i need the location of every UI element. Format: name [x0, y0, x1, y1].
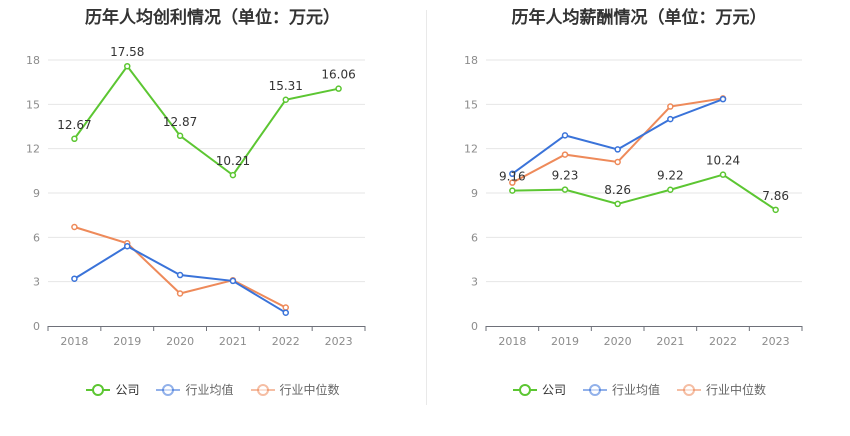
- y-tick-label: 9: [33, 187, 40, 200]
- x-tick-label: 2022: [272, 335, 300, 348]
- data-point[interactable]: [667, 115, 674, 123]
- legend-item[interactable]: 行业均值: [155, 381, 234, 398]
- data-point[interactable]: [124, 242, 131, 250]
- data-label: 9.23: [552, 169, 579, 183]
- legend-item[interactable]: 公司: [85, 381, 139, 398]
- legend-label: 公司: [115, 383, 140, 397]
- data-label: 12.67: [57, 118, 91, 132]
- x-tick-label: 2019: [551, 335, 579, 348]
- data-point[interactable]: [719, 95, 727, 103]
- data-point[interactable]: [719, 171, 727, 178]
- data-label: 7.86: [762, 189, 789, 203]
- data-point[interactable]: [561, 186, 569, 193]
- data-point[interactable]: [176, 132, 184, 140]
- legend-swatch-icon: [156, 383, 181, 396]
- legend-item[interactable]: 行业均值: [582, 381, 660, 398]
- legend-swatch-icon: [582, 383, 607, 396]
- data-point[interactable]: [335, 85, 342, 92]
- x-tick-label: 2023: [325, 335, 353, 348]
- data-point[interactable]: [509, 179, 516, 186]
- data-label: 9.22: [657, 169, 684, 183]
- panel-divider: [426, 10, 427, 405]
- x-tick-label: 2023: [762, 335, 790, 348]
- data-point[interactable]: [71, 135, 78, 143]
- data-point[interactable]: [282, 96, 289, 104]
- y-tick-label: 0: [33, 320, 40, 333]
- series-line: [512, 173, 777, 211]
- legend-swatch-icon: [677, 383, 701, 396]
- legend-swatch-icon: [512, 383, 537, 396]
- y-tick-label: 15: [26, 98, 40, 111]
- data-point[interactable]: [667, 186, 674, 193]
- y-tick-label: 12: [26, 143, 40, 156]
- y-tick-label: 0: [471, 320, 478, 333]
- legend-item[interactable]: 行业中位数: [250, 381, 340, 398]
- data-point[interactable]: [772, 206, 779, 214]
- data-point[interactable]: [124, 62, 131, 70]
- chart-legend-salary: 公司 行业均值 行业中位数: [428, 381, 850, 398]
- x-tick-label: 2022: [709, 335, 737, 348]
- data-point[interactable]: [282, 304, 289, 311]
- x-tick-label: 2019: [113, 335, 141, 348]
- chart-title-profit: 历年人均创利情况（单位：万元）: [85, 8, 340, 28]
- x-tick-label: 2021: [656, 335, 684, 348]
- data-label: 9.16: [499, 170, 526, 184]
- data-label: 15.31: [269, 79, 303, 93]
- legend-label: 行业均值: [611, 383, 660, 397]
- data-point[interactable]: [282, 309, 289, 316]
- series-line: [73, 245, 287, 314]
- data-label: 16.06: [321, 68, 355, 82]
- chart-panel-profit: 历年人均创利情况（单位：万元） 0 3 6 9 12 15 18 2018 2019 2020 20…: [0, 8, 425, 398]
- y-tick-label: 6: [33, 231, 40, 244]
- data-point[interactable]: [176, 271, 184, 279]
- series-line: [73, 64, 339, 177]
- y-tick-label: 6: [471, 231, 478, 244]
- chart-title-salary: 历年人均薪酬情况（单位：万元）: [511, 8, 767, 28]
- data-label: 10.24: [706, 154, 740, 168]
- data-label: 12.87: [163, 115, 197, 129]
- data-point[interactable]: [561, 151, 569, 158]
- data-point[interactable]: [71, 223, 78, 231]
- data-label: 8.26: [604, 183, 631, 197]
- y-tick-label: 3: [33, 276, 40, 289]
- y-tick-label: 3: [471, 276, 478, 289]
- x-tick-label: 2020: [166, 335, 194, 348]
- data-point[interactable]: [509, 170, 516, 178]
- legend-item[interactable]: 公司: [512, 381, 566, 398]
- legend-label: 行业均值: [185, 383, 234, 397]
- data-point[interactable]: [509, 187, 516, 194]
- data-point[interactable]: [176, 290, 184, 297]
- legend-label: 行业中位数: [279, 383, 340, 397]
- x-tick-label: 2021: [219, 335, 247, 348]
- y-tick-label: 18: [464, 54, 478, 67]
- legend-label: 行业中位数: [706, 383, 767, 397]
- y-tick-label: 12: [464, 143, 478, 156]
- data-label: 17.58: [110, 45, 144, 59]
- legend-item[interactable]: 行业中位数: [676, 381, 766, 398]
- data-point[interactable]: [614, 200, 621, 208]
- data-point[interactable]: [614, 146, 621, 153]
- chart-panel-salary: 历年人均薪酬情况（单位：万元） 0 3 6 9 12 15 18 2018 2019 2020 20…: [428, 0, 850, 436]
- data-point[interactable]: [614, 158, 621, 166]
- chart-plot-salary: 0 3 6 9 12 15 18 2018 2019 2020 2021 2022 2023 9.16 9.…: [464, 54, 803, 348]
- y-tick-label: 18: [26, 54, 40, 67]
- x-tick-label: 2020: [604, 335, 632, 348]
- data-point[interactable]: [71, 275, 78, 282]
- legend-swatch-icon: [86, 383, 111, 396]
- y-tick-label: 15: [464, 98, 478, 111]
- chart-legend-profit: 公司 行业均值 行业中位数: [0, 381, 425, 398]
- legend-label: 公司: [541, 383, 566, 397]
- data-point[interactable]: [667, 103, 674, 110]
- x-tick-label: 2018: [498, 335, 526, 348]
- data-point[interactable]: [229, 277, 237, 285]
- data-point[interactable]: [561, 132, 569, 139]
- y-tick-label: 9: [471, 187, 478, 200]
- x-tick-label: 2018: [60, 335, 88, 348]
- chart-plot-profit: 0 3 6 9 12 15 18 2018 2019 2020 2021 2022 2023 12.67 1…: [26, 45, 366, 348]
- legend-swatch-icon: [250, 383, 275, 396]
- data-point[interactable]: [229, 171, 237, 179]
- data-label: 10.21: [216, 154, 250, 168]
